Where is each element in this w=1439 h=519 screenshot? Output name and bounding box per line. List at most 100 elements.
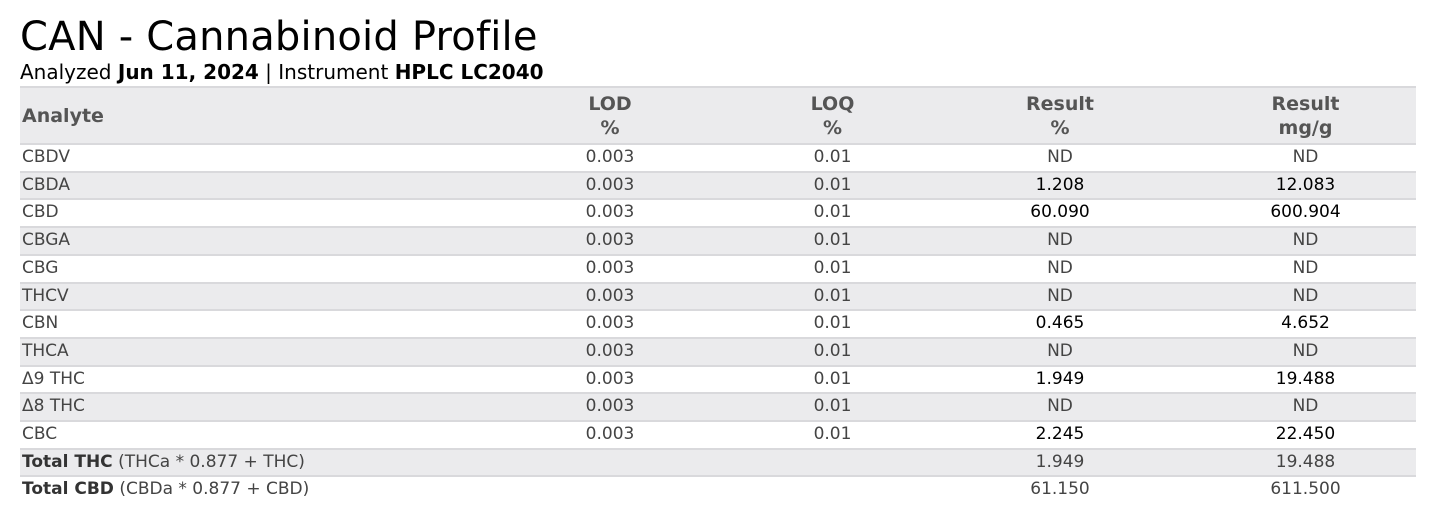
- loq-cell: 0.01: [813, 340, 852, 361]
- loq-cell-empty: [740, 476, 925, 503]
- column-header-result-mg: Result mg/g: [1195, 87, 1416, 144]
- result-mg-cell: 4.652: [1281, 313, 1330, 334]
- loq-cell: 0.01: [813, 257, 852, 278]
- total-formula: (THCa * 0.877 + THC): [118, 451, 305, 472]
- section-title: CAN - Cannabinoid Profile: [20, 14, 538, 60]
- loq-cell: 0.01: [813, 368, 852, 389]
- lod-cell: 0.003: [585, 285, 635, 306]
- result-pct-cell: ND: [1047, 257, 1073, 278]
- loq-cell: 0.01: [813, 424, 852, 445]
- result-mg-cell: 12.083: [1275, 174, 1336, 195]
- result-pct-cell: 1.208: [1035, 174, 1085, 195]
- column-header-result-pct-line2: %: [1050, 117, 1070, 139]
- info-separator: |: [265, 60, 272, 84]
- analyte-cell: CBG: [22, 257, 59, 278]
- table-row: CBD 0.003 0.01 60.090 600.904: [20, 199, 1416, 228]
- analyzed-label: Analyzed: [20, 60, 112, 84]
- analyzed-date: Jun 11, 2024: [117, 60, 259, 84]
- total-result-mg-cell: 19.488: [1275, 451, 1336, 472]
- result-pct-cell: ND: [1047, 285, 1073, 306]
- report-section: CAN - Cannabinoid Profile Analyzed Jun 1…: [20, 14, 1416, 503]
- analyte-cell: CBDV: [22, 147, 70, 167]
- table-row: THCA 0.003 0.01 ND ND: [20, 337, 1416, 366]
- analyte-cell: CBGA: [22, 230, 71, 251]
- loq-cell: 0.01: [813, 147, 852, 167]
- result-mg-cell: ND: [1292, 396, 1319, 417]
- analyte-cell: CBN: [22, 313, 59, 334]
- loq-cell: 0.01: [813, 285, 852, 306]
- result-pct-cell: 1.949: [1035, 368, 1085, 389]
- total-label: Total CBD: [22, 479, 114, 500]
- table-row: Δ8 THC 0.003 0.01 ND ND: [20, 393, 1416, 422]
- column-header-result-pct: Result %: [925, 87, 1195, 144]
- table-row: THCV 0.003 0.01 ND ND: [20, 282, 1416, 311]
- loq-cell: 0.01: [813, 230, 852, 251]
- result-mg-cell: 22.450: [1275, 424, 1336, 445]
- analyte-cell: THCA: [22, 340, 69, 361]
- lod-cell: 0.003: [585, 396, 635, 417]
- lod-cell: 0.003: [585, 257, 635, 278]
- column-header-loq: LOQ %: [740, 87, 925, 144]
- analysis-info: Analyzed Jun 11, 2024 | Instrument HPLC …: [20, 60, 1416, 84]
- analyte-cell: CBC: [22, 424, 58, 445]
- lod-cell: 0.003: [585, 174, 635, 195]
- table-row: CBC 0.003 0.01 2.245 22.450: [20, 421, 1416, 449]
- lod-cell: 0.003: [585, 147, 635, 167]
- table-row: CBG 0.003 0.01 ND ND: [20, 255, 1416, 283]
- result-pct-cell: ND: [1047, 230, 1073, 251]
- table-row: Δ9 THC 0.003 0.01 1.949 19.488: [20, 366, 1416, 394]
- result-mg-cell: ND: [1292, 230, 1319, 251]
- loq-cell: 0.01: [813, 174, 852, 195]
- total-label: Total THC: [22, 451, 113, 472]
- column-header-lod-line2: %: [600, 117, 620, 139]
- lod-cell: 0.003: [585, 230, 635, 251]
- result-pct-cell: 0.465: [1035, 313, 1085, 334]
- result-mg-cell: ND: [1292, 285, 1319, 306]
- lod-cell: 0.003: [585, 340, 635, 361]
- column-header-result-mg-line1: Result: [1271, 93, 1340, 115]
- lod-cell: 0.003: [585, 202, 635, 223]
- lod-cell: 0.003: [585, 424, 635, 445]
- total-label-cell: Total THC (THCa * 0.877 + THC): [20, 449, 480, 477]
- total-result-mg-cell: 611.500: [1270, 479, 1341, 500]
- lod-cell-empty: [480, 449, 740, 477]
- analyte-cell: CBDA: [22, 174, 70, 195]
- column-header-result-mg-line2: mg/g: [1278, 117, 1333, 139]
- column-header-lod: LOD %: [480, 87, 740, 144]
- result-mg-cell: ND: [1292, 340, 1319, 361]
- total-row: Total THC (THCa * 0.877 + THC) 1.949 19.48…: [20, 448, 1416, 477]
- result-mg-cell: ND: [1292, 257, 1319, 278]
- loq-cell: 0.01: [813, 202, 852, 223]
- loq-cell: 0.01: [813, 396, 852, 417]
- lod-cell: 0.003: [585, 313, 635, 334]
- analyte-cell: CBD: [22, 202, 59, 223]
- analyte-cell: Δ9 THC: [22, 368, 85, 389]
- table-row: CBDV 0.003 0.01 ND ND: [20, 144, 1416, 172]
- result-pct-cell: ND: [1047, 396, 1073, 417]
- table-body: CBDV 0.003 0.01 ND ND CBDA 0.003 0.01 1.208 12.08…: [20, 144, 1416, 503]
- total-result-pct-cell: 1.949: [1035, 451, 1085, 472]
- table-row: CBN 0.003 0.01 0.465 4.652: [20, 310, 1416, 338]
- analyte-cell: Δ8 THC: [22, 396, 85, 417]
- column-header-loq-line1: LOQ: [810, 93, 855, 115]
- column-header-loq-line2: %: [822, 117, 843, 139]
- lod-cell-empty: [480, 476, 740, 503]
- total-formula: (CBDa * 0.877 + CBD): [119, 479, 310, 500]
- cannabinoid-table: Analyte LOD % LOQ % Result % Result mg/g: [20, 86, 1416, 503]
- lod-cell: 0.003: [585, 368, 635, 389]
- total-row: Total CBD (CBDa * 0.877 + CBD) 61.150 611.…: [20, 476, 1416, 503]
- analyte-cell: THCV: [22, 285, 69, 306]
- table-row: CBDA 0.003 0.01 1.208 12.083: [20, 171, 1416, 200]
- result-pct-cell: 60.090: [1030, 202, 1090, 223]
- instrument-label: Instrument: [278, 60, 389, 84]
- loq-cell-empty: [740, 449, 925, 477]
- column-header-lod-line1: LOD: [588, 93, 632, 115]
- instrument-name: HPLC LC2040: [394, 60, 544, 84]
- result-mg-cell: ND: [1292, 147, 1319, 167]
- result-pct-cell: ND: [1047, 340, 1073, 361]
- total-label-cell: Total CBD (CBDa * 0.877 + CBD): [20, 476, 480, 503]
- result-pct-cell: 2.245: [1035, 424, 1085, 445]
- result-mg-cell: 19.488: [1275, 368, 1336, 389]
- result-mg-cell: 600.904: [1270, 202, 1341, 223]
- total-result-pct-cell: 61.150: [1030, 479, 1090, 500]
